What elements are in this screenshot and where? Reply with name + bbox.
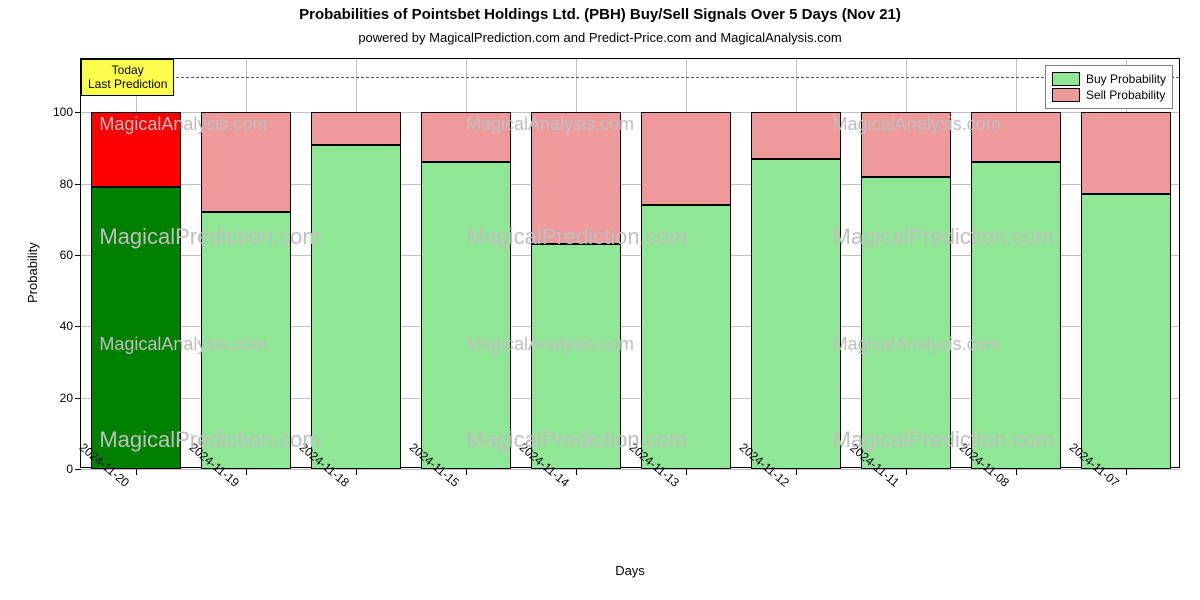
y-tick-label: 100 (41, 105, 73, 119)
x-axis-label: Days (80, 563, 1180, 578)
x-tick (136, 469, 137, 475)
bar-buy (531, 244, 621, 469)
bar-buy (751, 159, 841, 469)
bar-buy (91, 187, 181, 469)
chart-title: Probabilities of Pointsbet Holdings Ltd.… (0, 6, 1200, 23)
bar-sell (861, 112, 951, 176)
y-tick (75, 326, 81, 332)
y-tick (75, 255, 81, 261)
y-tick (75, 184, 81, 190)
x-tick (576, 469, 577, 475)
x-tick (686, 469, 687, 475)
bar-buy (421, 162, 511, 469)
y-tick-label: 40 (41, 319, 73, 333)
legend-label: Sell Probability (1086, 88, 1165, 102)
y-tick (75, 112, 81, 118)
legend-label: Buy Probability (1086, 72, 1166, 86)
bar-buy (641, 205, 731, 469)
bar-sell (641, 112, 731, 205)
y-tick (75, 469, 81, 475)
bar-buy (1081, 194, 1171, 469)
y-tick-label: 0 (41, 462, 73, 476)
x-tick (1126, 469, 1127, 475)
annotation-line2: Last Prediction (88, 77, 167, 91)
dashed-guide-line (81, 77, 1179, 78)
today-annotation: TodayLast Prediction (81, 59, 174, 96)
legend-swatch (1052, 88, 1080, 102)
x-tick (796, 469, 797, 475)
x-tick (466, 469, 467, 475)
y-axis-label: Probability (25, 242, 40, 303)
legend-item: Buy Probability (1052, 72, 1166, 86)
x-tick (906, 469, 907, 475)
bar-sell (531, 112, 621, 244)
plot-area: 0204060801002024-11-202024-11-192024-11-… (80, 58, 1180, 468)
legend: Buy Probability Sell Probability (1045, 65, 1173, 109)
bar-sell (751, 112, 841, 158)
bar-buy (201, 212, 291, 469)
legend-swatch (1052, 72, 1080, 86)
bar-sell (201, 112, 291, 212)
y-tick-label: 80 (41, 177, 73, 191)
y-tick (75, 398, 81, 404)
x-tick (1016, 469, 1017, 475)
y-tick-label: 20 (41, 391, 73, 405)
bar-buy (861, 177, 951, 469)
x-tick (246, 469, 247, 475)
bar-sell (421, 112, 511, 162)
chart-container: Probabilities of Pointsbet Holdings Ltd.… (0, 0, 1200, 600)
chart-subtitle: powered by MagicalPrediction.com and Pre… (0, 30, 1200, 45)
bar-sell (91, 112, 181, 187)
annotation-line1: Today (88, 63, 167, 77)
bar-buy (971, 162, 1061, 469)
legend-item: Sell Probability (1052, 88, 1166, 102)
bar-buy (311, 145, 401, 469)
bar-sell (311, 112, 401, 144)
y-tick-label: 60 (41, 248, 73, 262)
bar-sell (1081, 112, 1171, 194)
x-tick (356, 469, 357, 475)
bar-sell (971, 112, 1061, 162)
